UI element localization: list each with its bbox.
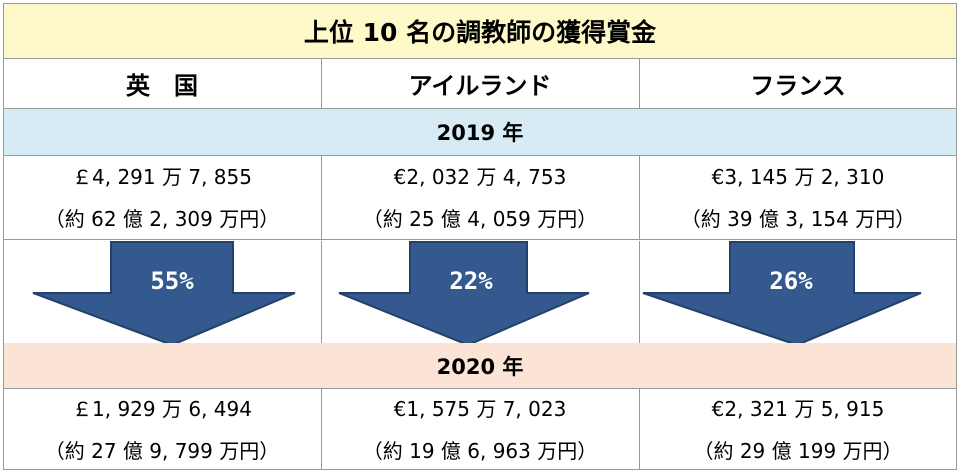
ireland-2020-amount: €1, 575 万 7, 023: [393, 396, 567, 421]
prize-money-table: 上位 10 名の調教師の獲得賞金 英 国 アイルランド フランス 2019 年 …: [3, 3, 957, 470]
france-2019-cell: €3, 145 万 2, 310 （約 39 億 3, 154 万円）: [639, 156, 957, 240]
divider: [321, 59, 322, 109]
ireland-decrease-arrow: 22%: [338, 241, 590, 345]
france-2019-yen: （約 39 億 3, 154 万円）: [680, 206, 916, 231]
france-2019-amount: €3, 145 万 2, 310: [711, 164, 885, 189]
divider: [321, 156, 322, 240]
divider: [639, 241, 640, 343]
ireland-decrease-percent: 22%: [449, 267, 493, 295]
ireland-2019-cell: €2, 032 万 4, 753 （約 25 億 4, 059 万円）: [321, 156, 639, 240]
divider: [321, 241, 322, 343]
uk-2019-yen: （約 62 億 2, 309 万円）: [44, 206, 280, 231]
header-ireland: アイルランド: [321, 59, 639, 109]
year-2019-label: 2019 年: [3, 109, 957, 156]
uk-decrease-arrow: 55%: [32, 241, 296, 345]
divider: [639, 156, 640, 240]
year-2020-label: 2020 年: [3, 343, 957, 389]
divider: [639, 59, 640, 109]
france-2020-yen: （約 29 億 199 万円）: [693, 438, 903, 463]
france-2020-cell: €2, 321 万 5, 915 （約 29 億 199 万円）: [639, 389, 957, 470]
table-title: 上位 10 名の調教師の獲得賞金: [3, 3, 957, 59]
uk-2020-yen: （約 27 億 9, 799 万円）: [44, 438, 280, 463]
uk-2019-cell: ￡4, 291 万 7, 855 （約 62 億 2, 309 万円）: [3, 156, 321, 240]
header-uk: 英 国: [3, 59, 321, 109]
ireland-2019-yen: （約 25 億 4, 059 万円）: [362, 206, 598, 231]
uk-decrease-percent: 55%: [150, 267, 194, 295]
uk-2020-cell: ￡1, 929 万 6, 494 （約 27 億 9, 799 万円）: [3, 389, 321, 470]
france-decrease-percent: 26%: [769, 267, 813, 295]
uk-2020-amount: ￡1, 929 万 6, 494: [72, 396, 252, 421]
ireland-2020-cell: €1, 575 万 7, 023 （約 19 億 6, 963 万円）: [321, 389, 639, 470]
divider: [321, 389, 322, 470]
header-france: フランス: [639, 59, 957, 109]
ireland-2020-yen: （約 19 億 6, 963 万円）: [362, 438, 598, 463]
ireland-2019-amount: €2, 032 万 4, 753: [393, 164, 567, 189]
uk-2019-amount: ￡4, 291 万 7, 855: [72, 164, 252, 189]
france-decrease-arrow: 26%: [642, 241, 922, 345]
divider: [639, 389, 640, 470]
france-2020-amount: €2, 321 万 5, 915: [711, 396, 885, 421]
